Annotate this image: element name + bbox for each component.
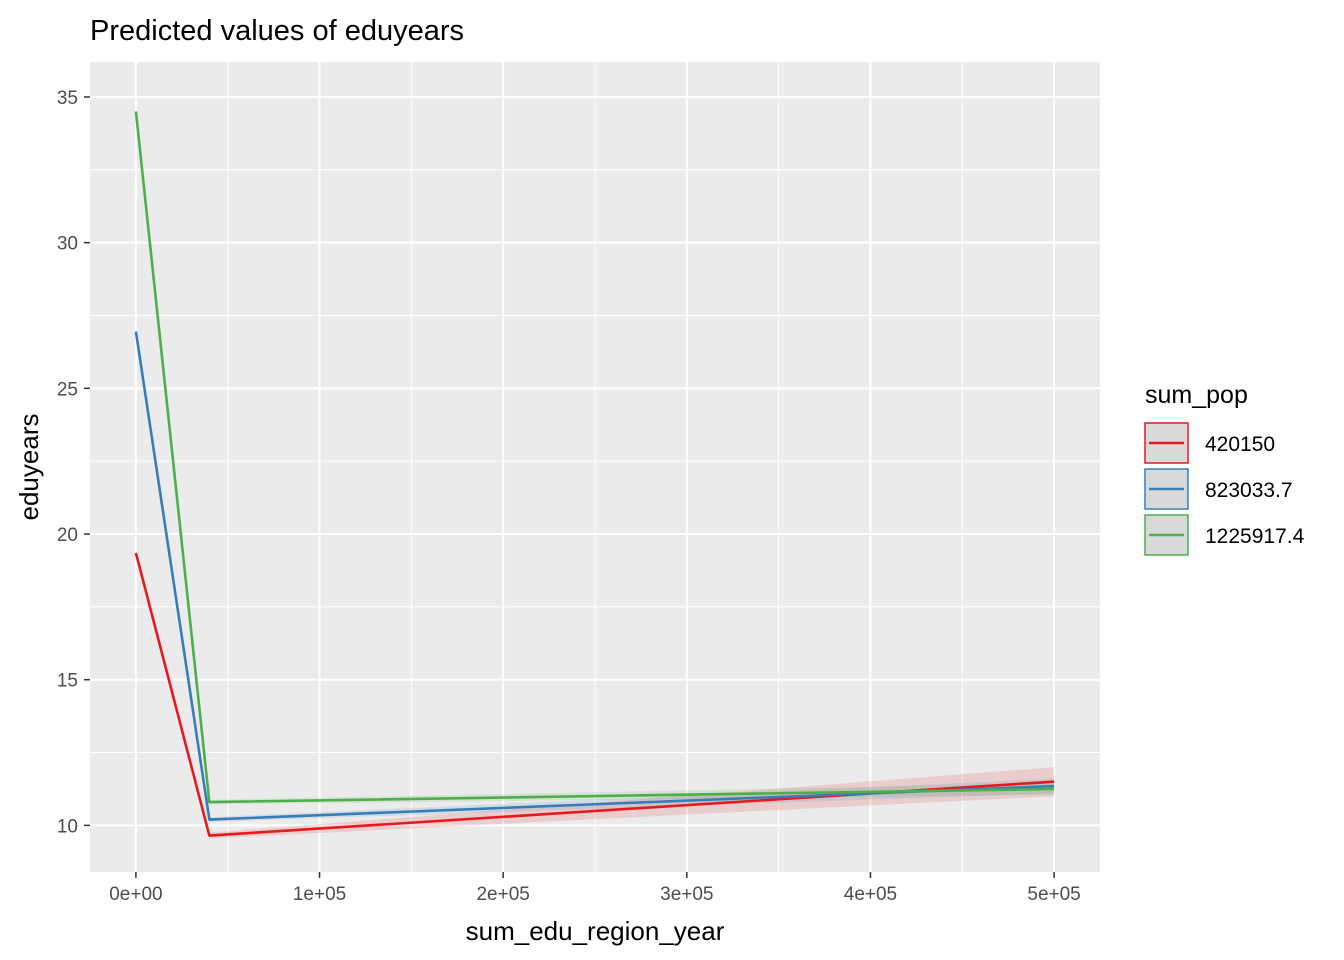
y-tick-label: 25 — [57, 379, 78, 400]
y-tick-label: 30 — [57, 234, 78, 255]
y-axis: 10 15 20 25 30 35 — [57, 88, 90, 837]
legend-label: 420150 — [1205, 433, 1275, 456]
grid-minor — [90, 62, 1100, 872]
x-tick-label: 0e+00 — [109, 884, 162, 905]
series-line — [134, 111, 1055, 804]
series-lines — [134, 111, 1055, 837]
x-axis-title: sum_edu_region_year — [466, 916, 725, 946]
y-tick-label: 35 — [57, 88, 78, 109]
legend-label: 823033.7 — [1205, 479, 1293, 502]
x-tick-label: 1e+05 — [293, 884, 346, 905]
x-tick-label: 5e+05 — [1027, 884, 1080, 905]
series-line — [134, 331, 1055, 821]
grid-major — [90, 62, 1100, 872]
x-tick-label: 2e+05 — [476, 884, 529, 905]
x-tick-label: 3e+05 — [660, 884, 713, 905]
chart-title: Predicted values of eduyears — [90, 15, 464, 47]
legend: sum_pop 420150 823033.7 1225917.4 — [1144, 381, 1305, 556]
x-tick-label: 4e+05 — [844, 884, 897, 905]
y-tick-label: 20 — [57, 525, 78, 546]
series-line — [134, 552, 1055, 837]
x-axis: 0e+00 1e+05 2e+05 3e+05 4e+05 5e+05 — [109, 872, 1081, 905]
legend-title: sum_pop — [1145, 381, 1248, 409]
y-axis-title: eduyears — [14, 414, 44, 521]
legend-label: 1225917.4 — [1205, 525, 1305, 548]
y-tick-label: 10 — [57, 816, 78, 837]
y-tick-label: 15 — [57, 671, 78, 692]
